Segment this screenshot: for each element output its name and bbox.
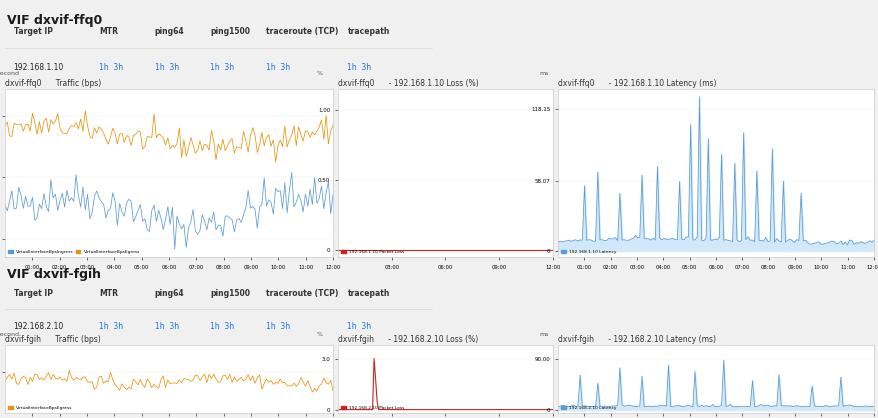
Legend: VirtualInterfaceBpsIngress, VirtualInterfaceBpsEgress: VirtualInterfaceBpsIngress, VirtualInter… bbox=[7, 249, 141, 255]
Text: %: % bbox=[316, 71, 322, 76]
Text: ms: ms bbox=[538, 71, 548, 76]
Text: %: % bbox=[316, 332, 322, 337]
Text: dxvif-ffq0      - 192.168.1.10 Loss (%): dxvif-ffq0 - 192.168.1.10 Loss (%) bbox=[338, 79, 479, 88]
Text: dxvif-ffq0      Traffic (bps): dxvif-ffq0 Traffic (bps) bbox=[5, 79, 101, 88]
Legend: 192.168.1.10 Packet Loss: 192.168.1.10 Packet Loss bbox=[340, 249, 405, 255]
Text: dxvif-ffq0      - 192.168.1.10 Latency (ms): dxvif-ffq0 - 192.168.1.10 Latency (ms) bbox=[558, 79, 716, 88]
Text: 1h  3h: 1h 3h bbox=[210, 322, 234, 331]
Text: ping64: ping64 bbox=[155, 27, 184, 36]
Text: Target IP: Target IP bbox=[13, 27, 53, 36]
Text: Bits/Second: Bits/Second bbox=[0, 71, 19, 76]
Text: ping1500: ping1500 bbox=[210, 27, 250, 36]
Text: dxvif-fgih      - 192.168.2.10 Loss (%): dxvif-fgih - 192.168.2.10 Loss (%) bbox=[338, 335, 478, 344]
Text: traceroute (TCP): traceroute (TCP) bbox=[266, 289, 338, 298]
Text: dxvif-fgih      - 192.168.2.10 Latency (ms): dxvif-fgih - 192.168.2.10 Latency (ms) bbox=[558, 335, 716, 344]
Text: MTR: MTR bbox=[99, 27, 118, 36]
Text: Bits/Second: Bits/Second bbox=[0, 332, 19, 337]
Text: 1h  3h: 1h 3h bbox=[266, 322, 290, 331]
Text: 1h  3h: 1h 3h bbox=[99, 322, 123, 331]
Legend: 192.168.2.10 Latency: 192.168.2.10 Latency bbox=[559, 405, 617, 411]
Text: 1h  3h: 1h 3h bbox=[347, 63, 371, 71]
Text: 1h  3h: 1h 3h bbox=[99, 63, 123, 71]
Text: 192.168.2.10: 192.168.2.10 bbox=[13, 322, 64, 331]
Text: tracepath: tracepath bbox=[347, 27, 389, 36]
Text: tracepath: tracepath bbox=[347, 289, 389, 298]
Legend: 192.168.1.10 Latency: 192.168.1.10 Latency bbox=[559, 249, 617, 255]
Legend: VirtualInterfaceBpsEgress: VirtualInterfaceBpsEgress bbox=[7, 405, 73, 411]
Text: ms: ms bbox=[538, 332, 548, 337]
Text: Target IP: Target IP bbox=[13, 289, 53, 298]
Text: 192.168.1.10: 192.168.1.10 bbox=[13, 63, 64, 71]
Text: 1h  3h: 1h 3h bbox=[155, 63, 179, 71]
Legend: 192.168.2.10 Packet Loss: 192.168.2.10 Packet Loss bbox=[340, 405, 405, 411]
Text: VIF dxvif-fgih: VIF dxvif-fgih bbox=[7, 268, 101, 281]
Text: 1h  3h: 1h 3h bbox=[155, 322, 179, 331]
Text: ping1500: ping1500 bbox=[210, 289, 250, 298]
Text: 1h  3h: 1h 3h bbox=[210, 63, 234, 71]
Text: dxvif-fgih      Traffic (bps): dxvif-fgih Traffic (bps) bbox=[5, 335, 101, 344]
Text: ping64: ping64 bbox=[155, 289, 184, 298]
Text: VIF dxvif-ffq0: VIF dxvif-ffq0 bbox=[7, 14, 102, 27]
Text: traceroute (TCP): traceroute (TCP) bbox=[266, 27, 338, 36]
Text: MTR: MTR bbox=[99, 289, 118, 298]
Text: 1h  3h: 1h 3h bbox=[266, 63, 290, 71]
Text: 1h  3h: 1h 3h bbox=[347, 322, 371, 331]
